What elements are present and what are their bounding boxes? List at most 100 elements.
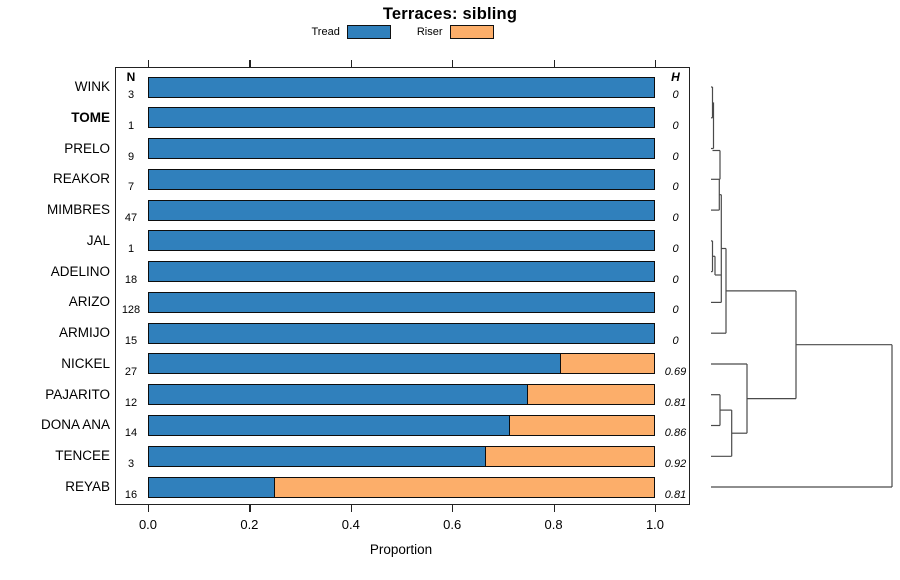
x-tick-label: 0.8 [544,517,563,532]
category-label: TENCEE [55,448,110,464]
n-value: 1 [127,119,135,132]
n-value: 16 [124,489,138,501]
n-value: 9 [127,150,135,163]
h-value: 0 [672,119,679,132]
n-value: 47 [124,212,138,225]
n-value: 18 [124,273,138,286]
n-value: 14 [124,427,138,440]
category-label: ARMIJO [58,325,110,341]
category-label: PRELO [64,140,110,156]
x-tick-bottom [452,505,454,512]
category-label: REYAB [65,479,110,494]
x-tick-bottom [350,505,352,512]
bar-row-dona-ana [148,414,655,436]
n-value: 128 [121,304,141,317]
n-value: 7 [127,181,135,194]
legend-label-tread: Tread [311,26,340,38]
x-tick-bottom [553,505,555,512]
bar-tread-segment [149,108,654,128]
n-value: 3 [127,458,135,471]
bar-row-reyab [148,476,655,498]
category-label: ARIZO [68,294,110,310]
bar-tread-segment [149,385,528,405]
bar-row-adelino [148,261,655,283]
bar-tread-segment [149,262,654,282]
plot-area [115,67,690,505]
category-label: ADELINO [50,263,110,279]
n-value: 15 [124,335,138,348]
bar-tread-segment [149,415,510,435]
category-label: MIMBRES [46,202,110,218]
bar-row-mimbres [148,199,655,221]
legend-label-riser: Riser [416,26,443,38]
x-tick-label: 1.0 [645,517,665,532]
x-tick-top [350,60,352,67]
bar-tread-segment [149,354,561,374]
h-value: 0 [672,181,679,194]
bar-tread-segment [149,292,654,312]
category-label: JAL [86,232,110,248]
n-value: 1 [127,242,135,255]
h-value: 0.92 [664,458,687,471]
bar-tread-segment [149,477,276,497]
x-tick-bottom [655,505,657,512]
bar-tread-segment [149,446,486,466]
x-tick-label: 0.2 [240,517,259,532]
x-axis-title: Proportion [369,542,433,557]
bar-row-nickel [148,353,655,375]
h-value: 0.81 [664,396,687,409]
h-value: 0 [672,242,679,255]
category-label: PAJARITO [45,386,110,402]
legend-item-riser: Riser [417,25,494,39]
bar-tread-segment [149,139,654,159]
h-value: 0 [672,150,679,163]
h-value: 0 [672,335,679,348]
h-value: 0 [672,212,679,225]
bar-row-tencee [148,445,655,467]
legend: Tread Riser [115,23,690,41]
bar-row-armijo [148,322,655,344]
category-label: DONA ANA [40,417,110,433]
h-value: 0.69 [664,365,687,378]
bar-tread-segment [149,169,654,189]
h-column-header: H [671,70,680,84]
x-tick-label: 0.4 [341,517,360,532]
bar-row-arizo [148,291,655,313]
bar-row-prelo [148,138,655,160]
h-value: 0.81 [664,489,687,501]
x-tick-top [655,60,657,67]
bar-row-jal [148,230,655,252]
bar-tread-segment [149,77,654,97]
x-tick-label: 0.6 [443,517,462,532]
x-tick-bottom [249,505,251,512]
x-tick-top [553,60,555,67]
category-label: WINK [74,79,110,94]
h-value: 0 [672,304,679,317]
bar-row-wink [148,76,655,98]
n-column-header: N [126,70,136,84]
category-label: TOME [71,109,110,125]
n-value: 27 [124,365,138,378]
x-tick-label: 0.0 [138,517,158,532]
h-value: 0 [672,89,679,101]
x-tick-top [249,60,251,67]
bar-row-reakor [148,168,655,190]
legend-item-tread: Tread [312,25,391,39]
n-value: 3 [127,89,135,101]
h-value: 0 [672,273,679,286]
bar-row-pajarito [148,384,655,406]
chart-title: Terraces: sibling [382,5,518,23]
bar-row-tome [148,107,655,129]
category-label: REAKOR [52,171,110,187]
x-tick-top [452,60,454,67]
x-tick-bottom [148,505,150,512]
x-tick-top [148,60,150,67]
legend-swatch-tread-icon [346,25,391,39]
n-value: 12 [124,396,138,409]
category-label: NICKEL [61,355,110,371]
bar-tread-segment [149,200,654,220]
bar-tread-segment [149,323,654,343]
bar-tread-segment [149,231,654,251]
legend-swatch-riser-icon [449,25,494,39]
